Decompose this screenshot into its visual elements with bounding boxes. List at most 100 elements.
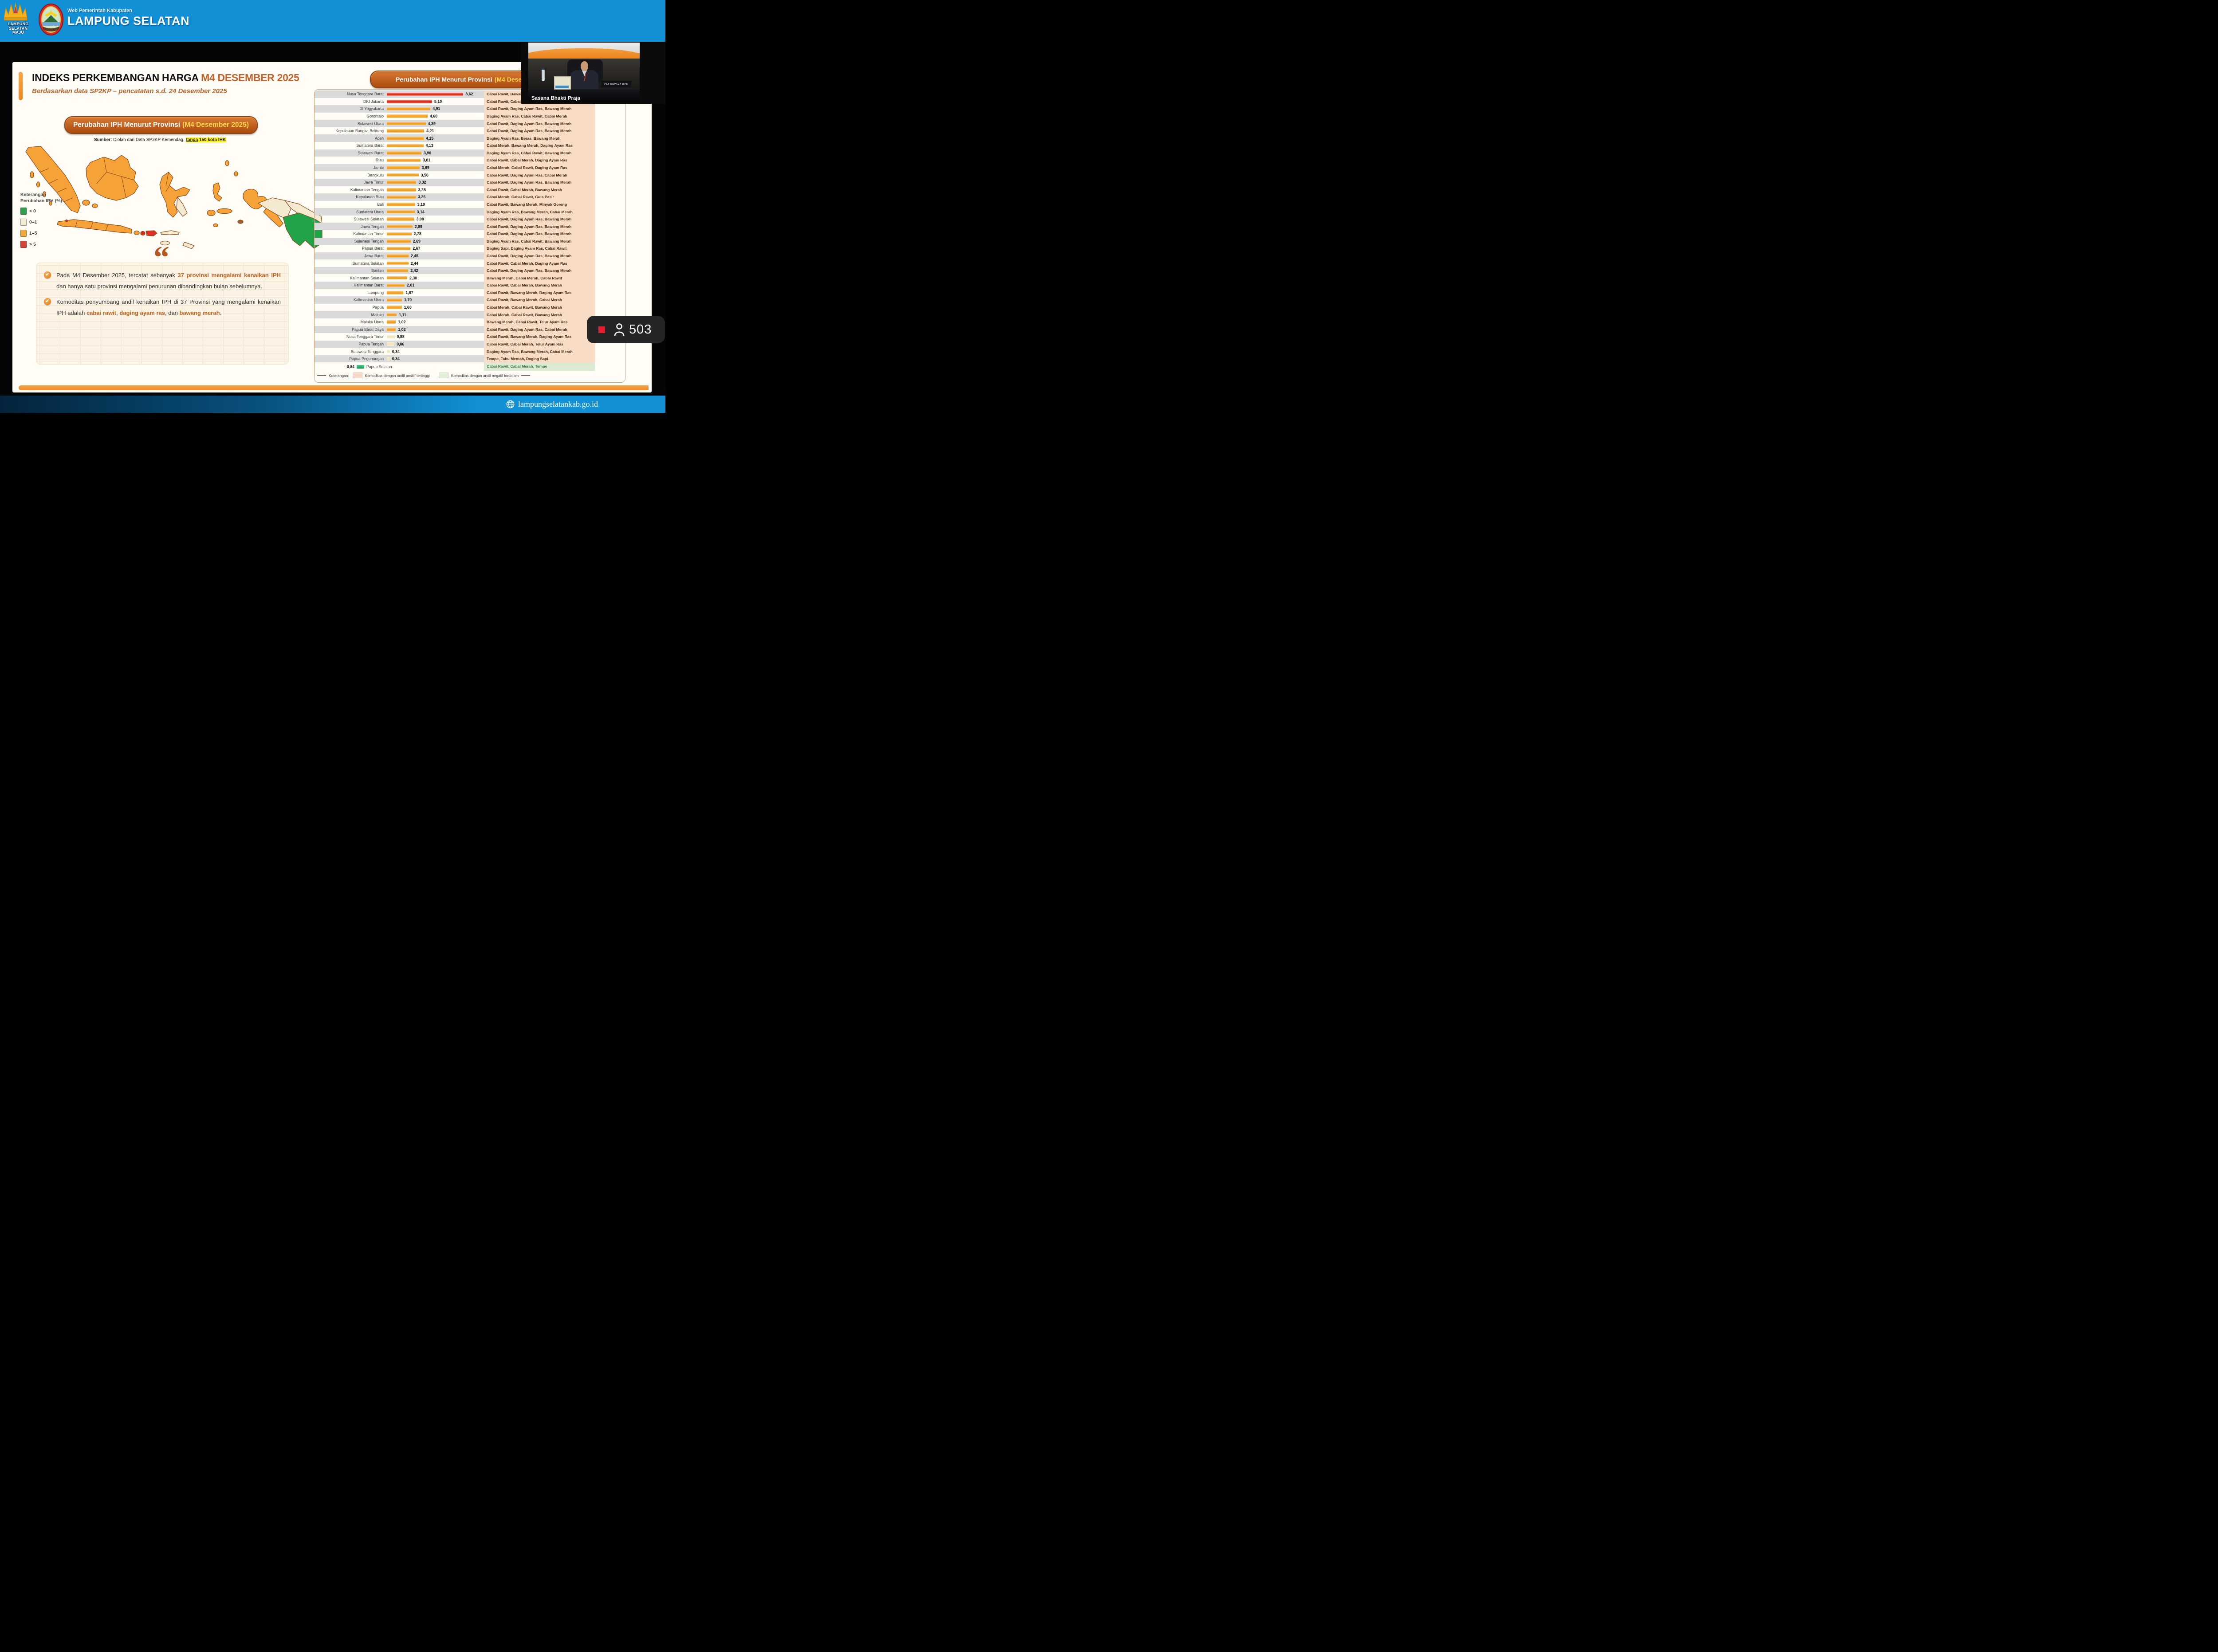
province-commodities: Cabai Rawit, Cabai Merah, Bawang Merah bbox=[487, 187, 562, 192]
chart-row: Kalimantan Tengah 3,28 Cabai Rawit, Cabai … bbox=[315, 186, 625, 194]
province-commodities: Cabai Rawit, Bawang bbox=[487, 92, 525, 97]
province-value: 4,21 bbox=[426, 129, 434, 133]
negative-swatch bbox=[438, 373, 448, 378]
chart-row: Sulawesi Barat 3,90 Daging Ayam Ras, Cabai… bbox=[315, 149, 625, 157]
province-value: 1,87 bbox=[405, 290, 413, 295]
province-bar bbox=[387, 261, 409, 265]
province-bar bbox=[387, 335, 395, 339]
positive-swatch bbox=[352, 373, 362, 378]
speaker-head bbox=[581, 61, 588, 71]
chart-row: Jawa Tengah 2,89 Cabai Rawit, Daging Ayam … bbox=[315, 223, 625, 230]
header-tagline: Web Pemerintah Kabupaten bbox=[67, 8, 132, 13]
chart-row: Kalimantan Utara 1,70 Cabai Rawit, Bawang … bbox=[315, 296, 625, 304]
summary-panel: ✔ Pada M4 Desember 2025, tercatat sebanya… bbox=[36, 263, 289, 365]
province-value: 2,69 bbox=[413, 239, 421, 243]
chart-row: Sumatera Barat 4,13 Cabai Merah, Bawang Me… bbox=[315, 142, 625, 149]
province-commodities: Cabai Merah, Cabai Rawit, Bawang Merah bbox=[487, 312, 562, 317]
province-value: 4,91 bbox=[433, 106, 440, 111]
indonesia-map bbox=[15, 145, 324, 258]
province-bar bbox=[387, 107, 431, 111]
province-value: 3,58 bbox=[421, 173, 429, 177]
lampung-crown-logo: LAMPUNG SELATAN MAJU bbox=[2, 2, 35, 35]
province-value: 1,02 bbox=[398, 320, 406, 325]
province-bar bbox=[387, 276, 407, 280]
province-value: 2,01 bbox=[407, 283, 415, 288]
province-commodities: Daging Ayam Ras, Cabai Rawit, Cabai Mera… bbox=[487, 114, 567, 119]
chart-row: Gorontalo 4,60 Daging Ayam Ras, Cabai Rawi… bbox=[315, 113, 625, 120]
slide-title-orange: M4 DESEMBER 2025 bbox=[201, 72, 299, 83]
legend-label: < 0 bbox=[29, 208, 36, 214]
map-banner: Perubahan IPH Menurut Provinsi (M4 Desem… bbox=[64, 116, 258, 134]
province-commodities: Cabai Rawit, Cabai Merah, Bawang Merah bbox=[487, 283, 562, 288]
chart-row: Maluku 1,11 Cabai Merah, Cabai Rawit, Bawa… bbox=[315, 311, 625, 318]
province-label: Banten bbox=[371, 268, 384, 273]
province-label: Jawa Tengah bbox=[361, 224, 384, 229]
province-label: DKI Jakarta bbox=[363, 99, 384, 104]
province-label: Papua Barat Daya bbox=[352, 327, 384, 332]
map-banner-accent: (M4 Desember 2025) bbox=[182, 121, 249, 129]
slide: INDEKS PERKEMBANGAN HARGA M4 DESEMBER 20… bbox=[12, 62, 652, 392]
chart-legend-row: Keterangan: Komoditas dengan andil posit… bbox=[317, 372, 622, 379]
province-commodities: Cabai Rawit, Daging Ayam Ras, Bawang Mer… bbox=[487, 129, 572, 133]
chart-banner-main: Perubahan IPH Menurut Provinsi bbox=[395, 76, 492, 83]
keterangan-positive: Komoditas dengan andil positif tertinggi bbox=[365, 373, 430, 378]
province-commodities: Cabai Rawit, Daging Ayam Ras, Bawang Mer… bbox=[487, 268, 572, 273]
province-commodities: Bawang Merah, Cabai Rawit, Telur Ayam Ra… bbox=[487, 320, 568, 325]
water-bottle bbox=[542, 69, 545, 81]
province-label: Nusa Tenggara Timur bbox=[346, 334, 384, 339]
source-label: Sumber: bbox=[94, 137, 112, 142]
province-bar bbox=[387, 210, 415, 214]
map-legend: Keterangan Perubahan IPH (%): < 0 0–1 1–5 >… bbox=[20, 192, 63, 252]
province-commodities: Cabai Rawit, Daging Ayam Ras, Bawang Mer… bbox=[487, 180, 572, 185]
chart-row: Kepulauan Bangka Belitung 4,21 Cabai Rawit… bbox=[315, 127, 625, 135]
chart-row: Kepulauan Riau 3,26 Cabai Merah, Cabai Raw… bbox=[315, 193, 625, 201]
keterangan-label: Keterangan: bbox=[329, 373, 349, 378]
badge-line2: SELATAN bbox=[8, 26, 28, 31]
site-header: LAMPUNG SELATAN MAJU Web Pemerintah Kabu… bbox=[0, 0, 665, 42]
province-bar bbox=[387, 144, 424, 148]
province-commodities: Daging Ayam Ras, Cabai Rawit, Bawang Mer… bbox=[487, 239, 572, 243]
province-label: Nusa Tenggara Barat bbox=[347, 92, 384, 97]
source-note: Sumber: Diolah dari Data SP2KP Kemendag,… bbox=[64, 137, 256, 142]
province-value: 3,81 bbox=[423, 158, 431, 163]
check-icon: ✔ bbox=[44, 271, 51, 279]
province-value: 3,08 bbox=[416, 217, 424, 222]
record-dot-icon bbox=[598, 326, 605, 333]
viewer-count: 503 bbox=[629, 322, 652, 337]
province-bar bbox=[387, 283, 405, 287]
province-value: 2,30 bbox=[409, 275, 417, 280]
chart-row: Kalimantan Selatan 2,30 Bawang Merah, Caba… bbox=[315, 274, 625, 282]
province-value: 2,78 bbox=[413, 232, 421, 236]
province-label: Kalimantan Timur bbox=[353, 232, 384, 236]
chart-row: Papua Pegunungan 0,34 Tempe, Tahu Mentah, … bbox=[315, 355, 625, 363]
slide-bottom-band bbox=[19, 385, 649, 390]
chart-row: Sulawesi Selatan 3,08 Cabai Rawit, Daging … bbox=[315, 216, 625, 223]
province-commodities: Cabai Rawit, Daging Ayam Ras, Bawang Mer… bbox=[487, 224, 572, 229]
legend-item: 0–1 bbox=[20, 219, 63, 226]
province-bar bbox=[387, 181, 417, 184]
speaker-video-tile[interactable]: PLT KEPALA BPS Sasana Bhakti Praja bbox=[521, 42, 665, 104]
bottle-cap bbox=[542, 68, 544, 70]
province-commodities: Cabai Rawit, Cabai Merah, Telur Ayam Ras bbox=[487, 341, 564, 346]
province-bar bbox=[387, 328, 396, 331]
chart-row: Lampung 1,87 Cabai Rawit, Bawang Merah, Da… bbox=[315, 289, 625, 297]
province-value: 3,26 bbox=[418, 195, 426, 200]
province-label: Sulawesi Tenggara bbox=[350, 349, 384, 354]
province-label: Kepulauan Bangka Belitung bbox=[335, 129, 384, 133]
crown-icon bbox=[4, 2, 28, 21]
province-label: Bengkulu bbox=[367, 173, 384, 177]
province-commodities: Cabai Rawit, Bawang Merah, Minyak Goreng bbox=[487, 202, 567, 207]
province-commodities: Cabai Rawit, Cabai Merah, Daging Ayam Ra… bbox=[487, 158, 567, 163]
province-label: Sumatera Selatan bbox=[352, 261, 384, 266]
bullet-text: Pada M4 Desember 2025, tercatat sebanyak… bbox=[56, 272, 281, 290]
province-bar bbox=[387, 100, 432, 103]
province-label: Kalimantan Barat bbox=[354, 283, 384, 288]
province-value: 2,45 bbox=[411, 254, 419, 258]
province-commodities: Cabai Rawit, Daging Ayam Ras, Bawang Mer… bbox=[487, 217, 572, 222]
footer-domain: lampungselatankab.go.id bbox=[518, 400, 598, 408]
speaker-desk bbox=[528, 89, 640, 102]
legend-swatch-icon bbox=[20, 208, 27, 215]
province-value: 1,68 bbox=[404, 305, 412, 310]
legend-label: > 5 bbox=[29, 242, 36, 247]
province-label: Gorontalo bbox=[366, 114, 384, 119]
